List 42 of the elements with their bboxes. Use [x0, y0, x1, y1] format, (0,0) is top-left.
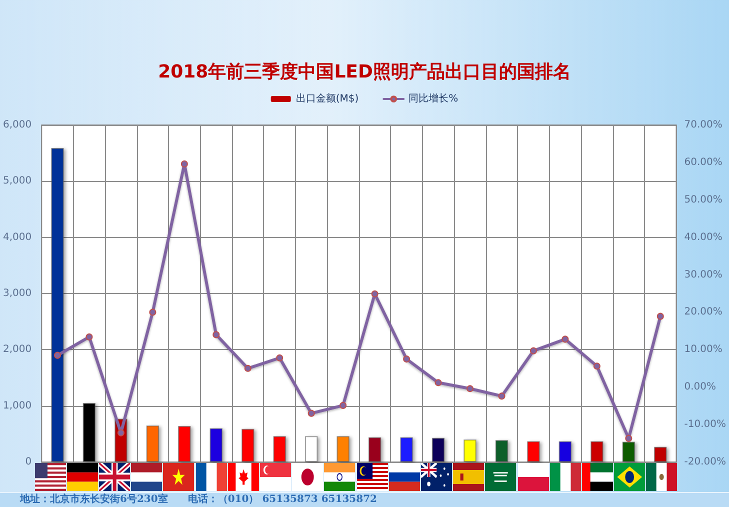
point	[656, 312, 664, 320]
point	[593, 362, 600, 370]
point	[149, 308, 156, 316]
legend-label: 同比增长%	[408, 92, 458, 104]
point	[86, 333, 93, 340]
y2-tick-label: -20.00%	[684, 456, 726, 468]
y2-tick-label: -10.00%	[684, 419, 726, 430]
y-tick-label: 3,000	[2, 288, 32, 299]
point	[466, 385, 474, 392]
y-tick-label: 2,000	[2, 344, 32, 356]
y2-tick-label: 0.00%	[684, 382, 716, 393]
y2-tick-label: 50.00%	[684, 194, 722, 206]
point	[212, 331, 220, 338]
point	[498, 392, 506, 400]
legend-label: 出口金额(M$)	[296, 92, 359, 104]
point	[562, 336, 569, 343]
point	[403, 356, 410, 363]
point	[244, 364, 252, 372]
point	[371, 290, 378, 298]
point	[340, 402, 347, 409]
y2-tick-label: 10.00%	[684, 344, 722, 356]
y2-tick-label: 70.00%	[684, 120, 722, 130]
point	[625, 434, 632, 442]
point	[117, 429, 124, 436]
y2-tick-label: 40.00%	[684, 232, 722, 243]
y-tick-label: 4,000	[2, 232, 32, 243]
y-tick-label: 5,000	[2, 176, 32, 187]
y-tick-label: 6,000	[2, 120, 32, 130]
point	[54, 352, 61, 359]
point	[308, 410, 315, 417]
text: 电话：（010） 65135873 65135872	[188, 494, 378, 506]
point	[276, 354, 284, 362]
y2-tick-label: 60.00%	[684, 156, 722, 168]
text: 地址：北京市东长安街6号230室	[20, 494, 168, 506]
y2-tick-label: 30.00%	[684, 269, 722, 280]
point	[180, 160, 188, 168]
y-tick-label: 1,000	[2, 400, 32, 412]
y-tick-label: 0	[25, 456, 32, 468]
y2-tick-label: 20.00%	[684, 306, 722, 318]
chart-title: 2018年前三季度中国LED照明产品出口目的国排名	[158, 62, 571, 82]
point	[434, 379, 442, 386]
point	[530, 347, 537, 354]
